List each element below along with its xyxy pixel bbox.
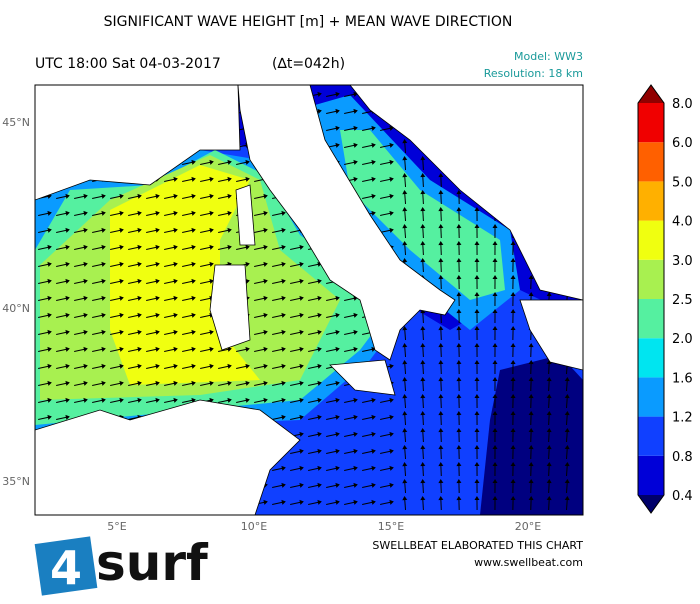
lon-label: 5°E	[107, 520, 126, 533]
lead-time: (∆t=042h)	[272, 56, 345, 72]
colorbar-over	[638, 85, 664, 103]
map	[35, 85, 583, 515]
colorbar-bin	[638, 142, 664, 181]
colorbar-bin	[638, 338, 664, 377]
colorbar-label: 6.0	[672, 136, 693, 151]
colorbar-bin	[638, 181, 664, 220]
url: www.swellbeat.com	[474, 556, 583, 569]
model: Model: WW3	[514, 50, 583, 63]
lon-label: 15°E	[378, 520, 404, 533]
resolution: Resolution: 18 km	[484, 67, 583, 80]
colorbar-bin	[638, 103, 664, 142]
colorbar-label: 4.0	[672, 215, 693, 230]
colorbar-bin	[638, 260, 664, 299]
colorbar-label: 3.0	[672, 254, 693, 269]
colorbar-bin	[638, 299, 664, 338]
logo-text: surf	[96, 534, 209, 592]
credit: SWELLBEAT ELABORATED THIS CHART	[372, 539, 583, 552]
lon-label: 20°E	[515, 520, 541, 533]
lat-label: 35°N	[2, 475, 30, 488]
logo: 4 surf	[35, 534, 209, 596]
time: UTC 18:00 Sat 04-03-2017	[35, 56, 221, 72]
colorbar-label: 2.0	[672, 332, 693, 347]
logo-number: 4	[50, 541, 82, 595]
colorbar-bin	[638, 221, 664, 260]
colorbar-bin	[638, 456, 664, 495]
colorbar-label: 8.0	[672, 97, 693, 112]
lat-label: 45°N	[2, 116, 30, 129]
colorbar-bin	[638, 417, 664, 456]
colorbar: 0.4 0.8 1.2 1.6 2.0 2.5 3.0 4.0 5.0 6.0 8.0	[638, 85, 693, 513]
colorbar-label: 2.5	[672, 293, 693, 308]
colorbar-bin	[638, 377, 664, 416]
title: SIGNIFICANT WAVE HEIGHT [m] + MEAN WAVE …	[104, 14, 513, 30]
lat-label: 40°N	[2, 302, 30, 315]
colorbar-label: 0.4	[672, 489, 693, 504]
colorbar-label: 5.0	[672, 175, 693, 190]
colorbar-under	[638, 495, 664, 513]
lon-label: 10°E	[241, 520, 267, 533]
colorbar-label: 1.6	[672, 371, 693, 386]
colorbar-label: 0.8	[672, 450, 693, 465]
colorbar-label: 1.2	[672, 411, 693, 426]
